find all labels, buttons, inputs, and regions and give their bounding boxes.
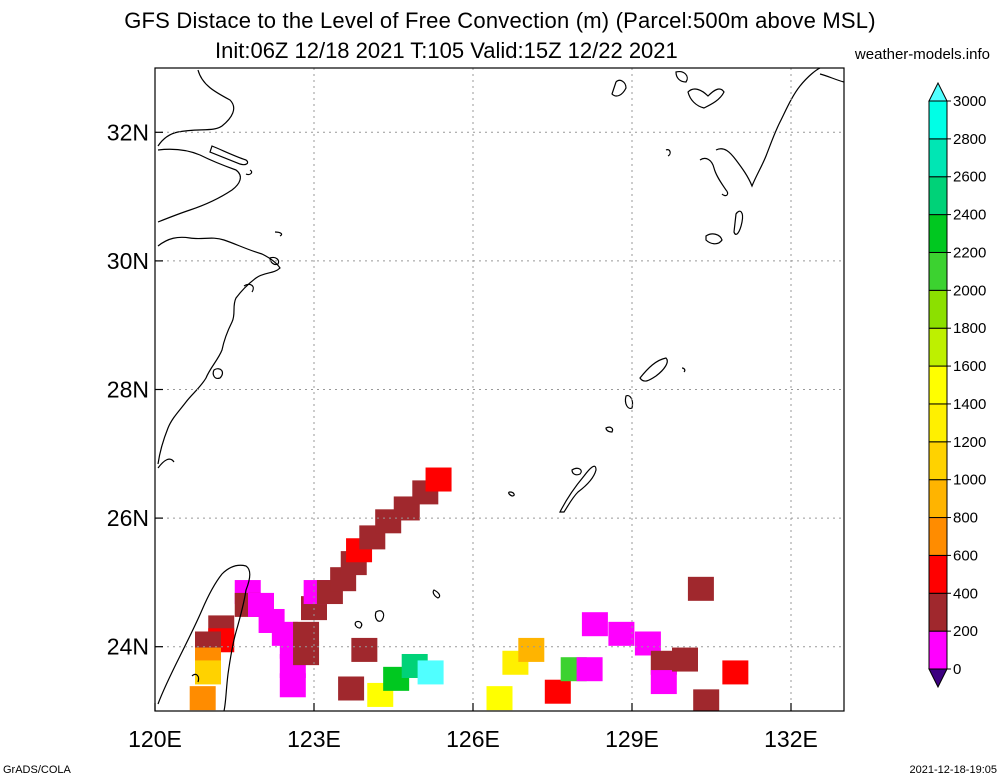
colorbar-swatch-0	[928, 630, 948, 670]
lat-tick-label-1: 26N	[107, 505, 149, 531]
field-cell	[518, 637, 545, 662]
colorbar-label-3: 600	[953, 547, 978, 564]
lat-tick-label-0: 24N	[107, 634, 149, 660]
lon-tick-label-4: 132E	[764, 726, 818, 752]
colorbar: 0 200 400 600 800 1000 1200 1400 1600 1800 2000 220…	[928, 81, 986, 689]
colorbar-swatch-13	[928, 138, 948, 178]
colorbar-under-triangle	[928, 668, 948, 689]
colorbar-swatch-7	[928, 365, 948, 405]
colorbar-swatch-4	[928, 479, 948, 519]
field-cell	[581, 612, 608, 637]
colorbar-swatch-14	[928, 100, 948, 140]
field-cell	[672, 647, 698, 672]
colorbar-label-7: 1400	[953, 396, 986, 413]
coastlines	[157, 68, 844, 711]
field-cell	[687, 576, 714, 601]
field-cell	[722, 660, 749, 685]
field-cell	[544, 679, 571, 704]
site-label: weather-models.info	[854, 46, 990, 63]
colorbar-swatch-9	[928, 289, 948, 329]
lon-tick-label-2: 126E	[446, 726, 500, 752]
colorbar-label-9: 1800	[953, 320, 986, 337]
colorbar-label-4: 800	[953, 510, 978, 527]
lfc-field	[189, 467, 749, 711]
colorbar-label-6: 1200	[953, 434, 986, 451]
lon-tick-label-3: 129E	[605, 726, 659, 752]
field-cell	[425, 467, 452, 492]
field-cell	[608, 621, 635, 646]
lat-tick-label-4: 32N	[107, 119, 149, 145]
footer-left: GrADS/COLA	[3, 764, 71, 776]
colorbar-swatch-6	[928, 403, 948, 443]
lat-tick-label-3: 30N	[107, 248, 149, 274]
field-cell	[351, 637, 378, 662]
colorbar-swatch-2	[928, 554, 948, 594]
colorbar-swatch-5	[928, 441, 948, 481]
colorbar-label-10: 2000	[953, 282, 986, 299]
field-cell	[417, 660, 444, 685]
field-cell	[338, 676, 365, 701]
colorbar-label-13: 2600	[953, 169, 986, 186]
colorbar-swatch-3	[928, 517, 948, 556]
colorbar-swatch-10	[928, 251, 948, 291]
colorbar-swatch-11	[928, 214, 948, 253]
field-cell	[650, 670, 677, 695]
colorbar-label-15: 3000	[953, 93, 986, 110]
colorbar-swatch-8	[928, 327, 948, 367]
chart-subtitle: Init:06Z 12/18 2021 T:105 Valid:15Z 12/2…	[215, 38, 678, 63]
colorbar-swatch-1	[928, 592, 948, 632]
colorbar-over-triangle	[928, 81, 948, 102]
field-cell	[189, 686, 216, 711]
field-cell	[279, 673, 306, 698]
colorbar-label-0: 0	[953, 661, 961, 678]
lon-tick-label-0: 120E	[128, 726, 182, 752]
field-cell	[195, 660, 221, 685]
field-cell	[576, 657, 603, 682]
footer-right: 2021-12-18-19:05	[909, 764, 997, 776]
axis-ticks: 120E 123E 126E 129E 132E 24N 26N 28N 30N 32N	[107, 119, 818, 752]
field-cell	[693, 689, 720, 711]
colorbar-label-14: 2800	[953, 131, 986, 148]
colorbar-swatch-12	[928, 176, 948, 216]
colorbar-label-11: 2200	[953, 244, 986, 261]
lat-tick-label-2: 28N	[107, 377, 149, 403]
lon-tick-label-1: 123E	[287, 726, 341, 752]
colorbar-label-5: 1000	[953, 472, 986, 489]
colorbar-label-2: 400	[953, 585, 978, 602]
colorbar-label-8: 1600	[953, 358, 986, 375]
field-cell	[486, 686, 513, 711]
colorbar-label-12: 2400	[953, 207, 986, 224]
field-cell	[293, 641, 320, 666]
chart-title: GFS Distace to the Level of Free Convect…	[124, 8, 876, 33]
colorbar-label-1: 200	[953, 623, 978, 640]
